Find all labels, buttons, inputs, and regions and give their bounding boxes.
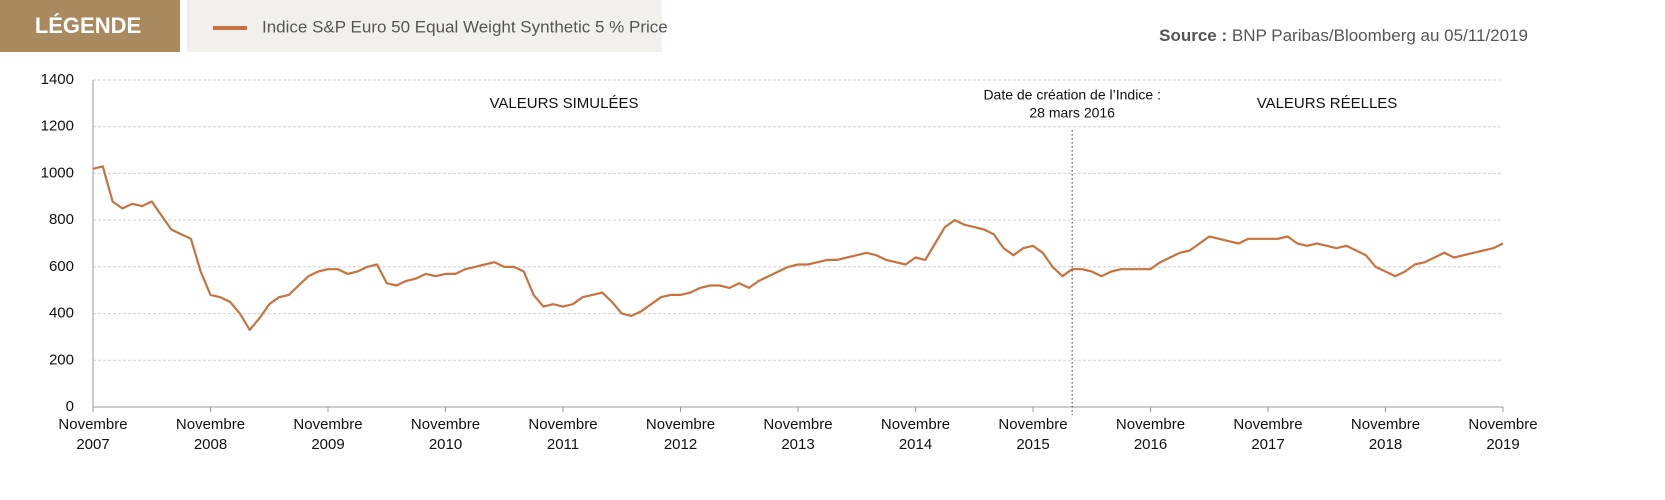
y-tick-label: 1000 <box>41 164 74 181</box>
y-tick-label: 400 <box>49 305 74 322</box>
legend-label: Indice S&P Euro 50 Equal Weight Syntheti… <box>262 17 668 36</box>
x-tick-label-line: 2008 <box>194 436 227 453</box>
source-label: Source : <box>1159 26 1227 45</box>
legend-title: LÉGENDE <box>35 13 141 38</box>
x-tick-label-line: 2010 <box>429 436 462 453</box>
x-tick-label-line: 2007 <box>76 436 109 453</box>
x-tick-label-line: 2009 <box>311 436 344 453</box>
x-tick-label: Novembre 2012 <box>646 416 715 453</box>
x-tick-label-line: 2016 <box>1134 436 1167 453</box>
x-tick-label: Novembre 2019 <box>1468 416 1537 453</box>
x-tick-label-line: 2017 <box>1251 436 1284 453</box>
source-text: BNP Paribas/Bloomberg au 05/11/2019 <box>1232 26 1528 45</box>
legend-box <box>187 0 662 52</box>
x-tick-label: Novembre 2011 <box>528 416 597 453</box>
y-tick-label: 1400 <box>41 71 74 88</box>
x-tick-label-line: 2012 <box>664 436 697 453</box>
x-tick-label-line: 2014 <box>899 436 932 453</box>
x-tick-label: Novembre 2008 <box>176 416 245 453</box>
annotation: VALEURS SIMULÉES <box>490 95 639 112</box>
x-tick-label: Novembre 2014 <box>881 416 950 453</box>
x-tick-label: Novembre 2016 <box>1116 416 1185 453</box>
x-tick-label: Novembre 2009 <box>293 416 362 453</box>
source: Source : BNP Paribas/Bloomberg au 05/11/… <box>1159 26 1528 45</box>
annotation: Date de création de l’Indice : <box>983 87 1160 103</box>
y-tick-label: 0 <box>66 398 74 415</box>
x-tick-label: Novembre 2017 <box>1233 416 1302 453</box>
x-tick-label-line: Novembre <box>411 416 480 433</box>
x-tick-label-line: Novembre <box>58 416 127 433</box>
series-line <box>92 165 1504 331</box>
y-tick-label: 200 <box>49 351 74 368</box>
x-tick-label-line: 2019 <box>1486 436 1519 453</box>
x-tick-label-line: Novembre <box>176 416 245 433</box>
x-tick-label-line: Novembre <box>1351 416 1420 433</box>
y-tick-label: 1200 <box>41 118 74 135</box>
x-tick-label-line: Novembre <box>881 416 950 433</box>
x-tick-label: Novembre 2018 <box>1351 416 1420 453</box>
x-tick-label-line: 2013 <box>781 436 814 453</box>
x-tick-label-line: Novembre <box>1233 416 1302 433</box>
x-tick-label: Novembre 2015 <box>998 416 1067 453</box>
x-tick-label-line: Novembre <box>763 416 832 433</box>
legend-header <box>0 0 180 52</box>
x-tick-label-line: 2011 <box>547 436 579 453</box>
x-tick-label-line: Novembre <box>646 416 715 433</box>
x-tick-label-line: 2018 <box>1369 436 1402 453</box>
x-tick-label: Novembre 2010 <box>411 416 480 453</box>
x-tick-label-line: Novembre <box>528 416 597 433</box>
annotation: 28 mars 2016 <box>1029 105 1115 121</box>
y-tick-label: 600 <box>49 258 74 275</box>
x-tick-label-line: Novembre <box>998 416 1067 433</box>
x-tick-label-line: Novembre <box>1116 416 1185 433</box>
x-tick-label: Novembre 2007 <box>58 416 127 453</box>
x-tick-label-line: Novembre <box>1468 416 1537 433</box>
y-tick-label: 800 <box>49 211 74 228</box>
x-tick-label-line: 2015 <box>1016 436 1049 453</box>
annotation: VALEURS RÉELLES <box>1257 95 1398 112</box>
x-tick-label: Novembre 2013 <box>763 416 832 453</box>
x-tick-label-line: Novembre <box>293 416 362 433</box>
